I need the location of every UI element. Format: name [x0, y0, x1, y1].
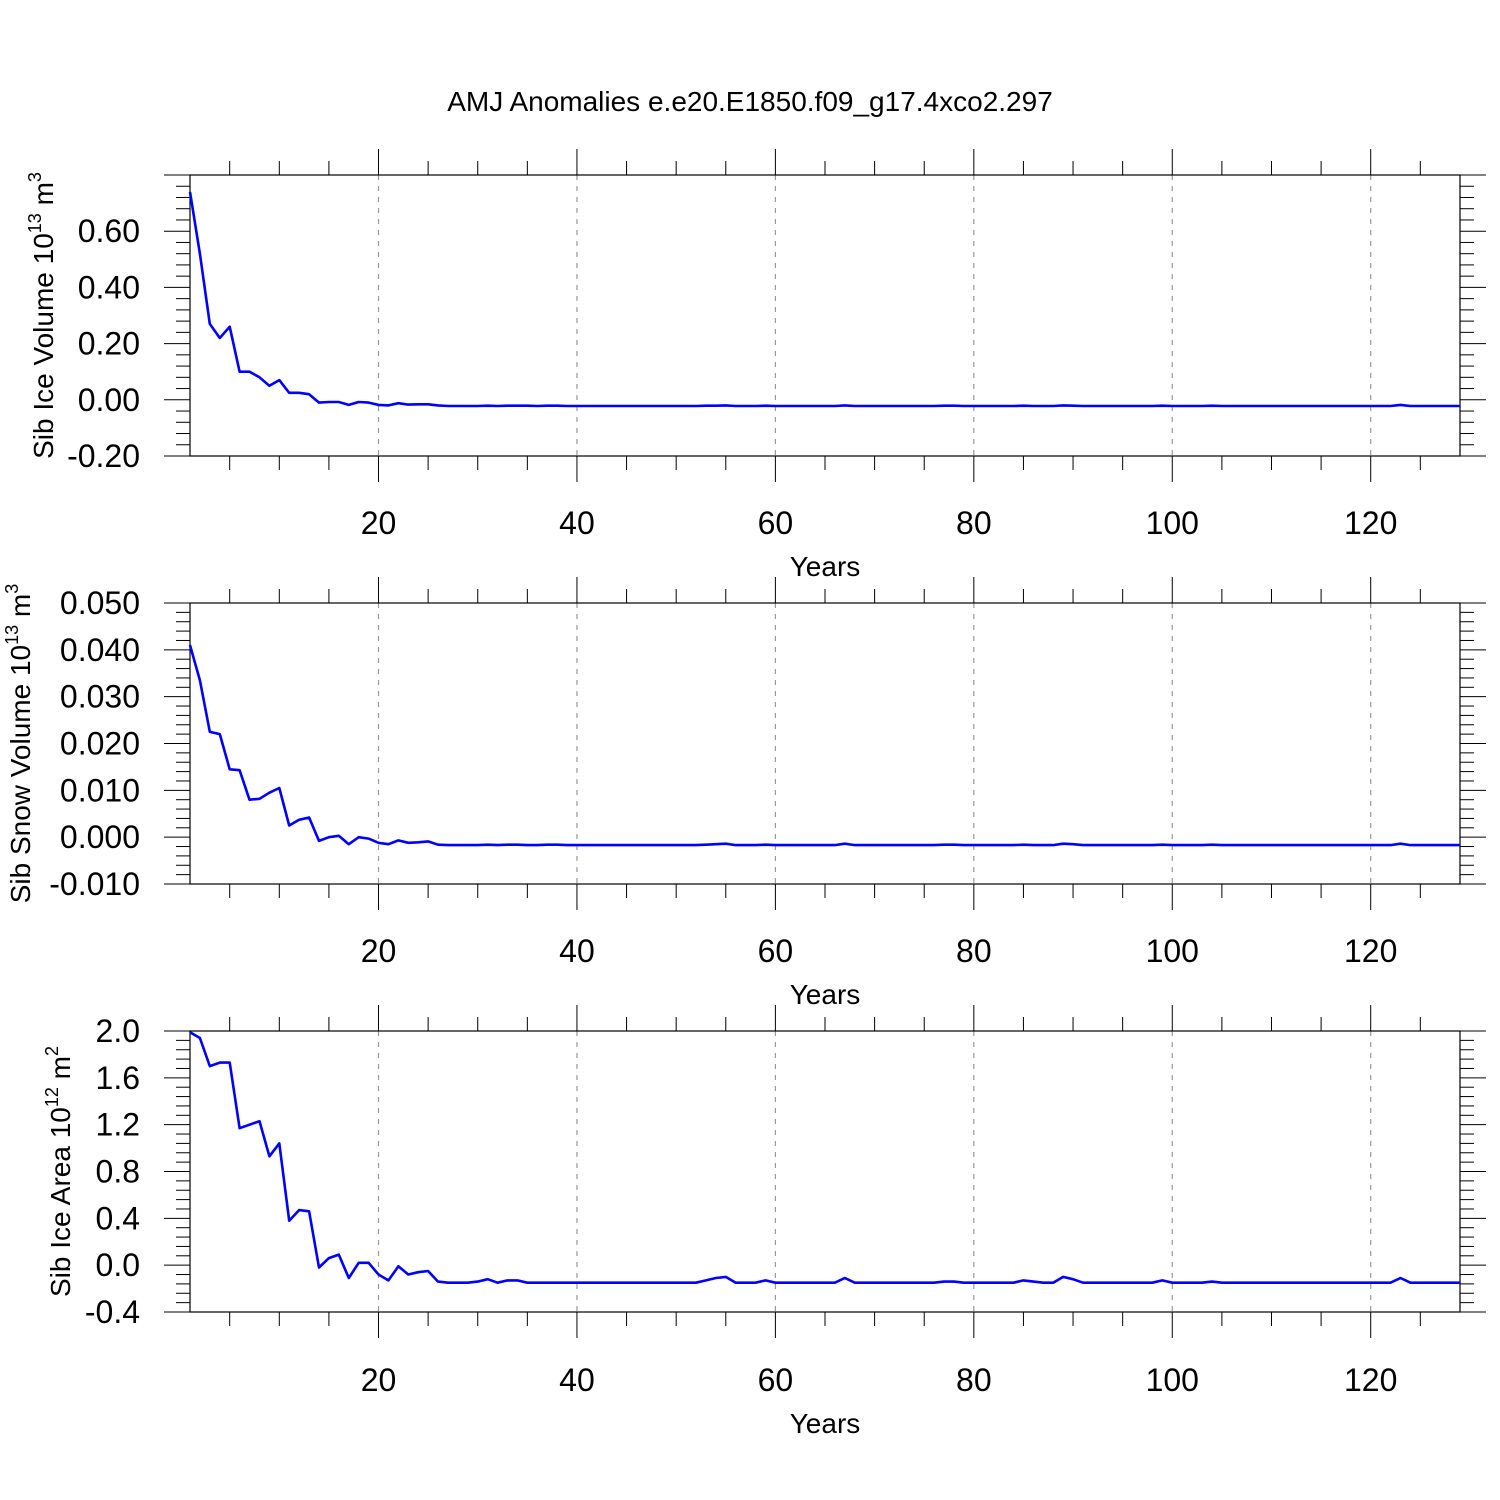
figure-title: AMJ Anomalies e.e20.E1850.f09_g17.4xco2.…	[447, 86, 1053, 117]
x-tick-label: 40	[559, 1362, 595, 1398]
series-line-1	[188, 644, 1460, 847]
panels: -0.20 0.00 0.20 0.40 0.60 20 40 60 80 100 120 Years…	[2, 149, 1486, 1439]
y-axis-title: Sib Ice Volume 1013 m3	[25, 172, 59, 459]
x-tick-label: 60	[758, 933, 794, 969]
x-tick-label: 100	[1146, 1362, 1199, 1398]
plot-frame	[189, 174, 1461, 457]
x-tick-label: 100	[1146, 933, 1199, 969]
y-tick-label: 0.030	[60, 679, 140, 715]
y-tick-label: 0.60	[78, 213, 140, 249]
y-tick-label: 1.2	[96, 1107, 140, 1143]
plot-frame	[189, 1030, 1461, 1313]
y-tick-label: 0.8	[96, 1154, 140, 1190]
x-tick-label: 80	[956, 1362, 992, 1398]
x-tick-label: 60	[758, 505, 794, 541]
x-tick-label: 120	[1344, 933, 1397, 969]
x-axis-title: Years	[790, 1408, 861, 1439]
y-axis-title: Sib Ice Area 1012 m2	[42, 1046, 76, 1297]
y-tick-label: 0.20	[78, 326, 140, 362]
x-tick-label: 120	[1344, 1362, 1397, 1398]
y-tick-label: -0.010	[49, 866, 140, 902]
x-tick-label: 20	[361, 933, 397, 969]
y-tick-label: 0.0	[96, 1247, 140, 1283]
y-tick-label: 0.020	[60, 726, 140, 762]
x-tick-label: 120	[1344, 505, 1397, 541]
series-line-1	[189, 1031, 1460, 1284]
x-tick-label: 60	[758, 1362, 794, 1398]
y-tick-label: 0.050	[60, 585, 140, 621]
x-tick-label: 100	[1146, 505, 1199, 541]
y-tick-label: 2.0	[96, 1013, 140, 1049]
y-tick-label: 0.40	[78, 269, 140, 305]
x-axis-title: Years	[790, 551, 861, 582]
panel-1: -0.20 0.00 0.20 0.40 0.60 20 40 60 80 100 120 Years…	[25, 149, 1486, 582]
y-tick-label: -0.4	[85, 1294, 140, 1330]
y-tick-label: 0.000	[60, 819, 140, 855]
x-tick-label: 40	[559, 505, 595, 541]
x-tick-label: 20	[361, 505, 397, 541]
panel-3: -0.4 0.0 0.4 0.8 1.2 1.6 2.0 20 40 60 80 100 120 Year…	[42, 1005, 1486, 1439]
y-axis-title: Sib Snow Volume 1013 m3	[2, 584, 36, 904]
y-tick-label: 0.040	[60, 632, 140, 668]
y-tick-label: 0.4	[96, 1200, 140, 1236]
x-axis-title: Years	[790, 979, 861, 1010]
y-tick-label: -0.20	[67, 438, 140, 474]
panel-2: -0.010 0.000 0.010 0.020 0.030 0.040 0.050 20 40…	[2, 577, 1486, 1010]
y-tick-label: 0.010	[60, 772, 140, 808]
x-tick-label: 80	[956, 505, 992, 541]
x-tick-label: 20	[361, 1362, 397, 1398]
y-tick-label: 1.6	[96, 1060, 140, 1096]
series-line-1	[188, 191, 1460, 408]
x-tick-label: 80	[956, 933, 992, 969]
x-tick-label: 40	[559, 933, 595, 969]
y-tick-label: 0.00	[78, 382, 140, 418]
